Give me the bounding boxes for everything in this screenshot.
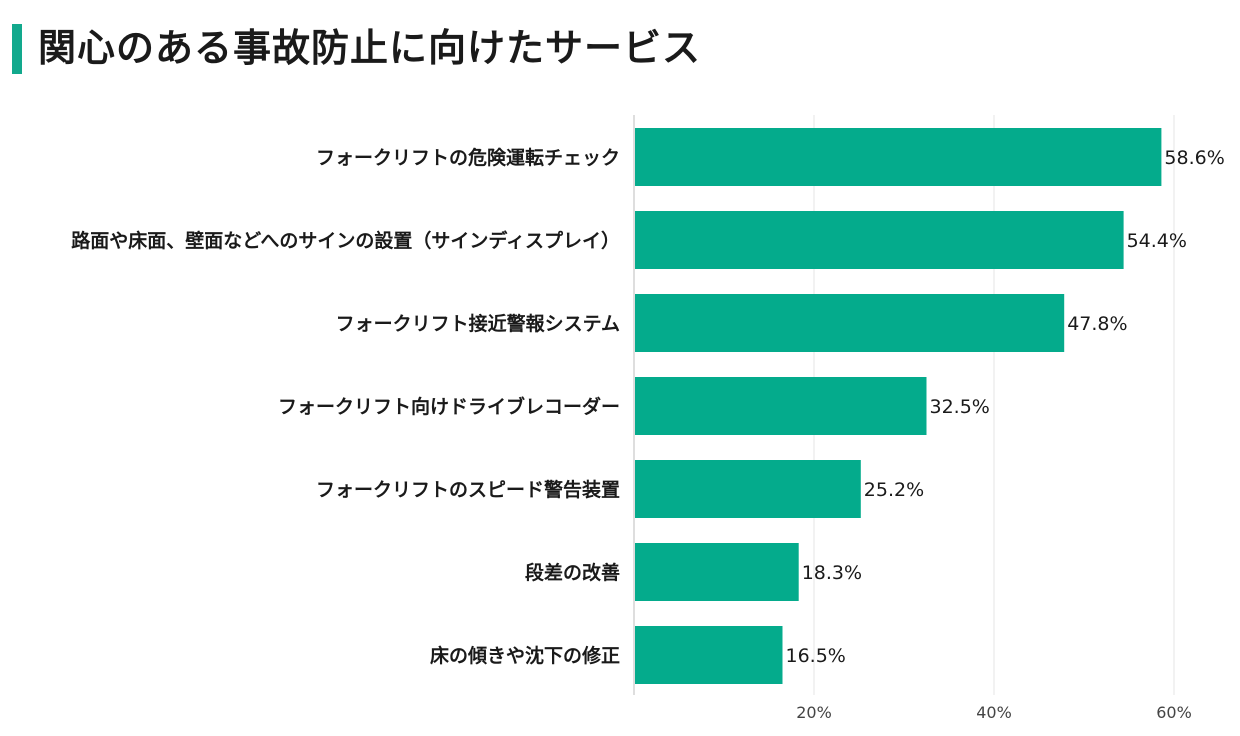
bar <box>635 543 799 601</box>
bar-value-label: 25.2% <box>864 479 924 501</box>
bar-value-label: 32.5% <box>930 396 990 418</box>
category-label: フォークリフト接近警報システム <box>336 312 620 335</box>
x-tick-label: 60% <box>1156 703 1192 722</box>
bar-value-label: 18.3% <box>802 562 862 584</box>
category-label: 段差の改善 <box>525 561 620 584</box>
title-accent-bar <box>12 24 22 74</box>
bar-value-label: 58.6% <box>1164 147 1224 169</box>
bar <box>635 460 861 518</box>
bar-value-label: 16.5% <box>786 645 846 667</box>
bar <box>635 294 1065 352</box>
category-label: フォークリフトのスピード警告装置 <box>316 478 620 501</box>
category-label: フォークリフトの危険運転チェック <box>316 146 620 169</box>
bar <box>635 211 1124 269</box>
x-tick-label: 20% <box>796 703 832 722</box>
category-label: フォークリフト向けドライブレコーダー <box>278 395 620 418</box>
bar <box>635 377 927 435</box>
category-label: 床の傾きや沈下の修正 <box>430 644 620 667</box>
bar <box>635 128 1162 186</box>
category-label: 路面や床面、壁面などへのサインの設置（サインディスプレイ） <box>71 229 620 252</box>
page-title: 関心のある事故防止に向けたサービス <box>38 26 702 70</box>
bar <box>635 626 783 684</box>
x-tick-label: 40% <box>976 703 1012 722</box>
bar-value-label: 47.8% <box>1067 313 1127 335</box>
bar-value-label: 54.4% <box>1127 230 1187 252</box>
